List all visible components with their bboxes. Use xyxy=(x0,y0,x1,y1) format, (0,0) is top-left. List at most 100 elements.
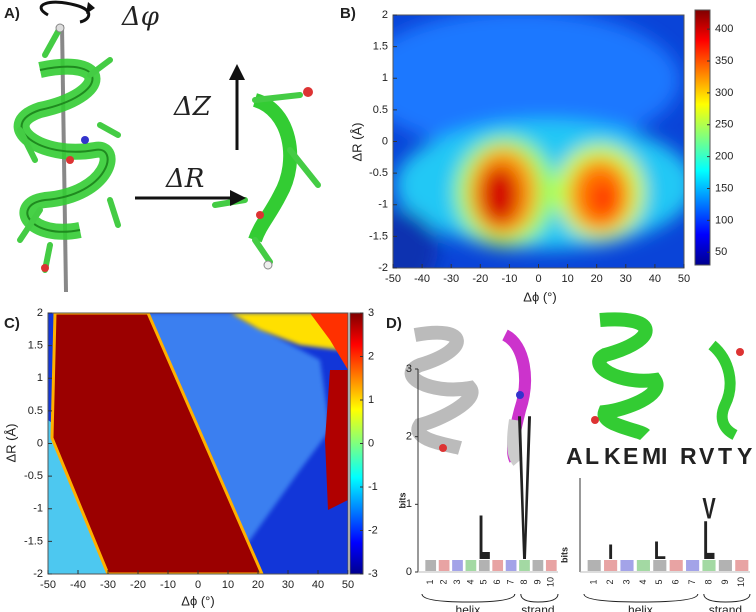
logo-stack xyxy=(587,560,601,571)
position-label: 10 xyxy=(736,577,746,587)
position-label: 2 xyxy=(605,579,615,584)
y-tick-label: 0 xyxy=(382,135,388,147)
sequence-letter: R xyxy=(680,443,697,469)
x-tick-label: -30 xyxy=(100,579,116,591)
x-tick-label: -10 xyxy=(160,579,176,591)
sequence-letter: V xyxy=(699,443,715,469)
colorbar-tick-label: 1 xyxy=(368,394,374,406)
logo-stack xyxy=(545,560,557,571)
x-tick-label: -50 xyxy=(40,579,56,591)
y-tick-label: 1 xyxy=(406,498,412,510)
position-label: 4 xyxy=(465,579,475,584)
logo-stack xyxy=(519,560,530,571)
position-label: 2 xyxy=(438,579,448,584)
group-label: helix xyxy=(456,603,481,612)
y-tick-label: 0.5 xyxy=(373,104,388,116)
panel-label: C) xyxy=(4,315,20,332)
logo-stack xyxy=(478,560,490,571)
colorbar-tick-label: 150 xyxy=(715,182,733,194)
position-label: 5 xyxy=(479,579,489,584)
colorbar-tick-label: 250 xyxy=(715,119,733,131)
position-label: 10 xyxy=(546,577,556,587)
x-axis-label: Δϕ (°) xyxy=(523,289,556,304)
y-tick-label: 2 xyxy=(37,307,43,319)
colorbar-tick-label: -2 xyxy=(368,524,378,536)
logo-stack xyxy=(735,560,749,571)
sequence-letter: A xyxy=(566,443,583,469)
logo-letter: V xyxy=(702,493,716,526)
heatmap-b xyxy=(393,15,684,268)
logo-letter: L xyxy=(478,502,490,572)
y-axis-label: ΔR (Å) xyxy=(349,122,364,161)
heatmap-c xyxy=(48,313,348,574)
z-symbol: ΔZ xyxy=(173,92,212,122)
colorbar-tick-label: 3 xyxy=(368,307,374,319)
x-tick-label: -20 xyxy=(130,579,146,591)
x-tick-label: -20 xyxy=(472,273,488,285)
y-axis-label: ΔR (Å) xyxy=(3,423,18,462)
y-tick-label: 0 xyxy=(37,437,43,449)
position-label: 6 xyxy=(492,579,502,584)
sequence-letter: T xyxy=(718,443,732,469)
x-tick-label: 30 xyxy=(282,579,294,591)
position-label: 5 xyxy=(654,579,664,584)
sequence-letter: Y xyxy=(737,443,752,469)
colorbar-tick-label: 50 xyxy=(715,246,727,258)
position-label: 8 xyxy=(519,579,529,584)
logo-letter: L xyxy=(703,510,715,571)
x-tick-label: 10 xyxy=(561,273,573,285)
y-tick-label: 0.5 xyxy=(28,405,43,417)
sequence-letter: K xyxy=(604,443,621,469)
colorbar-tick-label: 300 xyxy=(715,87,733,99)
x-tick-label: 20 xyxy=(252,579,264,591)
x-tick-label: -40 xyxy=(70,579,86,591)
logo-stack xyxy=(686,560,700,571)
colorbar-tick-label: 2 xyxy=(368,350,374,362)
y-tick-label: 1.5 xyxy=(373,41,388,53)
position-label: 7 xyxy=(505,579,515,584)
y-tick-label: -0.5 xyxy=(24,470,43,482)
group-bracket xyxy=(703,593,751,603)
y-tick-label: 2 xyxy=(382,9,388,21)
position-label: 7 xyxy=(687,579,697,584)
x-tick-label: 30 xyxy=(620,273,632,285)
group-label: helix xyxy=(628,603,653,612)
logo-stack xyxy=(653,560,667,571)
position-label: 1 xyxy=(589,579,599,584)
logo-letter: V xyxy=(518,373,531,604)
group-bracket xyxy=(421,593,516,603)
position-label: 6 xyxy=(671,579,681,584)
x-tick-label: -40 xyxy=(414,273,430,285)
logo-stack xyxy=(425,560,437,571)
position-label: 9 xyxy=(532,579,542,584)
logo-stack xyxy=(532,560,544,571)
sequence-letter: M xyxy=(642,443,661,469)
panel-label: B) xyxy=(340,5,356,22)
colorbar-tick-label: 350 xyxy=(715,55,733,67)
x-tick-label: 50 xyxy=(678,273,690,285)
x-tick-label: -50 xyxy=(385,273,401,285)
y-tick-label: 1.5 xyxy=(28,340,43,352)
colorbar xyxy=(694,9,711,266)
colorbar-tick-label: 200 xyxy=(715,151,733,163)
logo-stack xyxy=(636,560,650,571)
group-label: strand xyxy=(521,603,554,612)
x-tick-label: 40 xyxy=(312,579,324,591)
y-tick-label: -2 xyxy=(378,262,388,274)
panel-label: A) xyxy=(4,5,20,22)
y-tick-label: 2 xyxy=(406,431,412,443)
y-tick-label: 1 xyxy=(382,72,388,84)
x-tick-label: 0 xyxy=(195,579,201,591)
position-label: 1 xyxy=(425,579,435,584)
x-tick-label: 40 xyxy=(649,273,661,285)
position-label: 3 xyxy=(452,579,462,584)
colorbar-tick-label: 400 xyxy=(715,23,733,35)
sequence-letter: E xyxy=(623,443,638,469)
y-tick-label: 3 xyxy=(406,363,412,375)
x-tick-label: 0 xyxy=(535,273,541,285)
colorbar-tick-label: -3 xyxy=(368,568,378,580)
rotation-symbol: Δφ xyxy=(121,2,160,32)
panel-label: D) xyxy=(386,315,402,332)
logo-stack xyxy=(718,560,732,571)
